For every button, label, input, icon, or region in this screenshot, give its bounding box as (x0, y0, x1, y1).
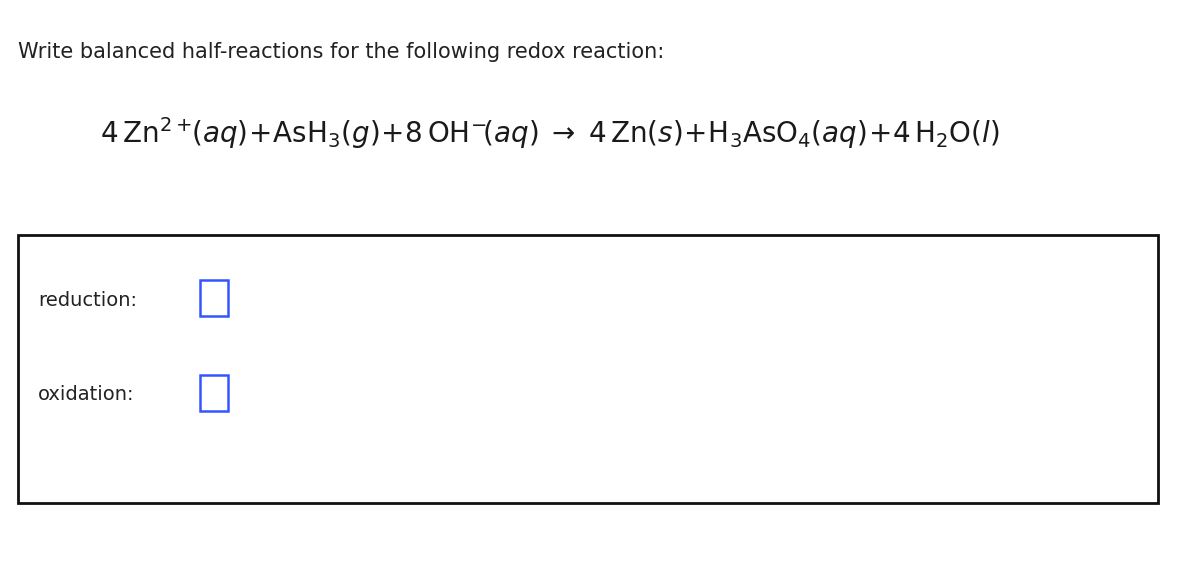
Text: $4\,\mathregular{Zn}^{2+}\!$$\mathit{(aq)}\!+\!\mathregular{AsH}_3\mathit{(g)}\!: $4\,\mathregular{Zn}^{2+}\!$$\mathit{(aq… (100, 115, 1000, 151)
Text: oxidation:: oxidation: (38, 385, 134, 405)
Bar (200, 375, 228, 411)
Text: Write balanced half-reactions for the following redox reaction:: Write balanced half-reactions for the fo… (18, 42, 665, 62)
Bar (18, 235, 1158, 503)
Bar (200, 280, 228, 316)
Text: reduction:: reduction: (38, 290, 137, 310)
